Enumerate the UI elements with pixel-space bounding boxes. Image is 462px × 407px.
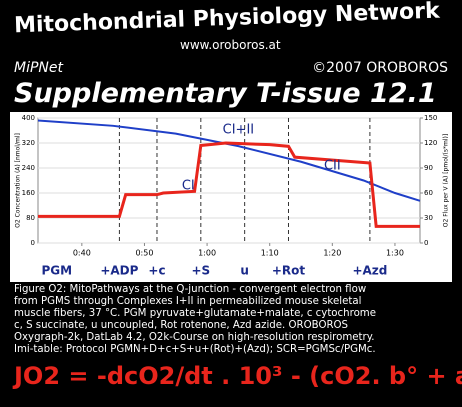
- annotation: CII: [324, 159, 341, 174]
- page: Mitochondrial Physiology Network www.oro…: [0, 0, 462, 407]
- y-tick-label: 400: [22, 114, 35, 122]
- y2-tick-label: 120: [424, 139, 437, 147]
- event-label: +c: [148, 264, 165, 278]
- y-tick-label: 160: [22, 189, 35, 197]
- x-tick-label: 1:10: [261, 249, 279, 258]
- event-label: +ADP: [100, 264, 138, 278]
- caption-line: from PGMS through Complexes I+II in perm…: [14, 296, 376, 308]
- event-label: +Azd: [352, 264, 387, 278]
- event-label: PGM: [41, 264, 72, 278]
- y2-tick-label: 30: [424, 214, 433, 222]
- formula: JO2 = -dcO2/dt . 10³ - (cO2. b° + a°): [14, 362, 462, 390]
- y-tick-label: 0: [31, 239, 35, 247]
- url: www.oroboros.at: [180, 38, 281, 52]
- y-tick-label: 80: [26, 214, 35, 222]
- issue: Supplementary T-issue 12.1: [14, 78, 437, 109]
- y2-tick-label: 150: [424, 114, 437, 122]
- caption: Figure O2: MitoPathways at the Q-junctio…: [14, 284, 376, 356]
- caption-line: Figure O2: MitoPathways at the Q-junctio…: [14, 284, 376, 296]
- x-tick-label: 1:00: [198, 249, 216, 258]
- x-tick-label: 0:50: [135, 249, 153, 258]
- y-tick-label: 240: [22, 164, 35, 172]
- x-tick-label: 1:30: [386, 249, 404, 258]
- x-tick-label: 1:20: [323, 249, 341, 258]
- y-axis-label: O2 Concentration (A) [nmol/ml]: [15, 133, 22, 228]
- y-tick-label: 320: [22, 139, 35, 147]
- chart: 0 80 160 240 320 400 0 30 60 90 120 150 0:40 0:50 1:00…: [10, 112, 452, 282]
- x-tick-label: 0:40: [73, 249, 91, 258]
- event-label: u: [240, 264, 249, 278]
- event-label: +Rot: [272, 264, 306, 278]
- caption-line: c, S succinate, u uncoupled, Rot rotenon…: [14, 320, 376, 332]
- event-label: +S: [191, 264, 210, 278]
- y2-axis-label: O2 Flux per V (A) [pmol/(s*ml)]: [443, 134, 450, 227]
- y2-tick-label: 0: [424, 239, 428, 247]
- y2-tick-label: 60: [424, 189, 433, 197]
- copyright: ©2007 OROBOROS: [312, 60, 448, 76]
- annotation: CI: [182, 179, 195, 194]
- annotation: CI+II: [223, 123, 254, 138]
- caption-line: Oxygraph-2k, DatLab 4.2, O2k-Course on h…: [14, 332, 376, 344]
- title: Mitochondrial Physiology Network: [14, 0, 440, 38]
- series: MiPNet: [14, 60, 63, 76]
- y2-tick-label: 90: [424, 164, 433, 172]
- caption-line: Imi-table: Protocol PGMN+D+c+S+u+(Rot)+(…: [14, 344, 376, 356]
- caption-line: muscle fibers, 37 °C. PGM pyruvate+gluta…: [14, 308, 376, 320]
